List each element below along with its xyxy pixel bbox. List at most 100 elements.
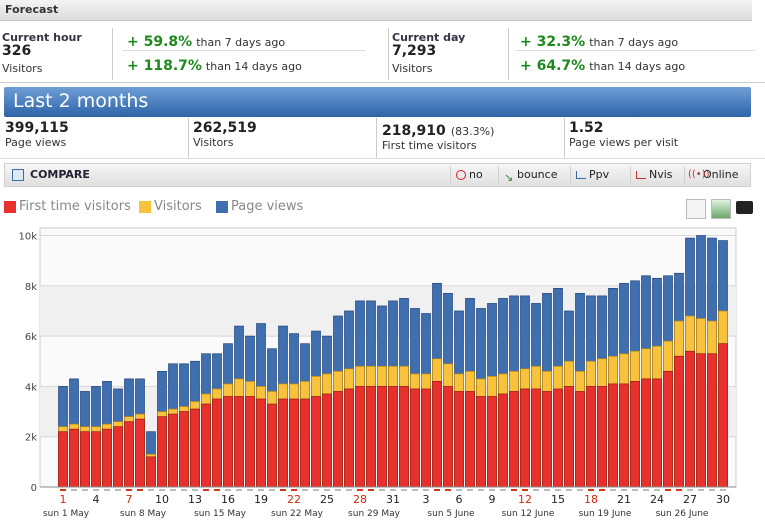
x-tick-label: 7 bbox=[126, 493, 133, 506]
week-label: sun 22 May bbox=[271, 509, 324, 519]
bar bbox=[520, 388, 530, 488]
day-tick bbox=[291, 489, 297, 491]
bar bbox=[542, 391, 552, 488]
day-value: 7,293 bbox=[392, 43, 437, 59]
note: than 7 days ago bbox=[589, 36, 679, 49]
week-label: sun 15 May bbox=[194, 509, 247, 519]
day-tick bbox=[181, 489, 187, 491]
camera-icon[interactable] bbox=[736, 201, 753, 214]
day-tick bbox=[258, 489, 264, 491]
day-tick bbox=[467, 489, 473, 491]
week-label: sun 8 May bbox=[120, 509, 167, 519]
bar bbox=[245, 396, 255, 488]
stat: 399,115 Page views bbox=[5, 120, 69, 149]
bar bbox=[234, 396, 244, 488]
day-tick bbox=[148, 489, 154, 491]
bar bbox=[69, 428, 79, 488]
legend-label[interactable]: Page views bbox=[231, 199, 304, 214]
stat: 218,910 (83.3%) First time visitors bbox=[382, 120, 494, 152]
day-unit: Visitors bbox=[392, 62, 433, 75]
day-tick bbox=[478, 489, 484, 491]
bar bbox=[696, 353, 706, 488]
stat-label: Page views bbox=[5, 136, 67, 149]
day-tick bbox=[687, 489, 693, 491]
day-tick bbox=[720, 489, 726, 491]
day-tick bbox=[698, 489, 704, 491]
bar bbox=[586, 386, 596, 488]
stat-extra: (83.3%) bbox=[450, 125, 495, 138]
day-tick bbox=[280, 489, 286, 491]
day-tick bbox=[599, 489, 605, 491]
period-bar: Last 2 months bbox=[4, 87, 751, 117]
day-tick bbox=[170, 489, 176, 491]
bar bbox=[344, 388, 354, 488]
bar bbox=[531, 388, 541, 488]
bar bbox=[278, 398, 288, 488]
day-tick bbox=[247, 489, 253, 491]
day-tick bbox=[159, 489, 165, 491]
x-tick-label: 13 bbox=[188, 493, 202, 506]
bar bbox=[113, 426, 123, 488]
day-tick bbox=[269, 489, 275, 491]
compare-button[interactable]: no bbox=[450, 166, 492, 184]
day-tick bbox=[665, 489, 671, 491]
bar bbox=[476, 396, 486, 488]
stat-value: 218,910 bbox=[382, 123, 446, 139]
hour-unit: Visitors bbox=[2, 62, 43, 75]
day-tick bbox=[60, 489, 66, 491]
bar bbox=[377, 386, 387, 488]
bar bbox=[58, 431, 68, 488]
bar bbox=[663, 370, 673, 488]
legend-swatch bbox=[4, 201, 16, 213]
bar bbox=[201, 403, 211, 488]
day-tick bbox=[676, 489, 682, 491]
divider bbox=[0, 82, 765, 83]
change: + 32.3% bbox=[520, 34, 586, 50]
chart-icon[interactable] bbox=[711, 199, 731, 219]
day-tick bbox=[346, 489, 352, 491]
bar bbox=[80, 431, 90, 488]
day-tick bbox=[357, 489, 363, 491]
bar bbox=[608, 383, 618, 488]
compare-button[interactable]: ↘ bounce bbox=[498, 166, 562, 184]
hour-value: 326 bbox=[2, 43, 32, 59]
bar bbox=[674, 355, 684, 488]
bar bbox=[157, 416, 167, 488]
legend-label[interactable]: First time visitors bbox=[19, 199, 131, 214]
compare-button[interactable]: Nvis bbox=[630, 166, 680, 184]
week-label: sun 29 May bbox=[348, 509, 401, 519]
x-tick-label: 9 bbox=[489, 493, 496, 506]
bar bbox=[685, 350, 695, 488]
hour-label: Current hour bbox=[2, 31, 82, 44]
day-tick bbox=[335, 489, 341, 491]
bar bbox=[124, 421, 134, 488]
forecast-title: Forecast bbox=[5, 3, 59, 16]
chart-icon[interactable] bbox=[686, 199, 706, 219]
legend-label[interactable]: Visitors bbox=[154, 199, 202, 214]
day-label: Current day bbox=[392, 31, 466, 44]
divider bbox=[188, 118, 189, 158]
compare-button[interactable]: Ppv bbox=[570, 166, 620, 184]
compare-button[interactable]: ((•)) Online bbox=[684, 166, 748, 184]
note: than 14 days ago bbox=[205, 60, 302, 73]
bar bbox=[465, 391, 475, 488]
day-tick bbox=[82, 489, 88, 491]
stat-label: Page views per visit bbox=[569, 136, 679, 149]
x-tick-label: 6 bbox=[456, 493, 463, 506]
bar bbox=[487, 396, 497, 488]
day-tick bbox=[445, 489, 451, 491]
bar bbox=[168, 413, 178, 488]
bar bbox=[421, 388, 431, 488]
stat: 262,519 Visitors bbox=[193, 120, 257, 149]
bar bbox=[289, 398, 299, 488]
hour-compare: + 118.7% than 14 days ago bbox=[127, 55, 302, 74]
compare-icon bbox=[12, 169, 24, 181]
legend-swatch bbox=[216, 201, 228, 213]
bar bbox=[652, 378, 662, 488]
x-tick-label: 3 bbox=[423, 493, 430, 506]
y-tick-label: 6k bbox=[25, 332, 37, 343]
day-tick bbox=[104, 489, 110, 491]
day-tick bbox=[126, 489, 132, 491]
day-tick bbox=[137, 489, 143, 491]
week-label: sun 5 June bbox=[427, 509, 475, 519]
